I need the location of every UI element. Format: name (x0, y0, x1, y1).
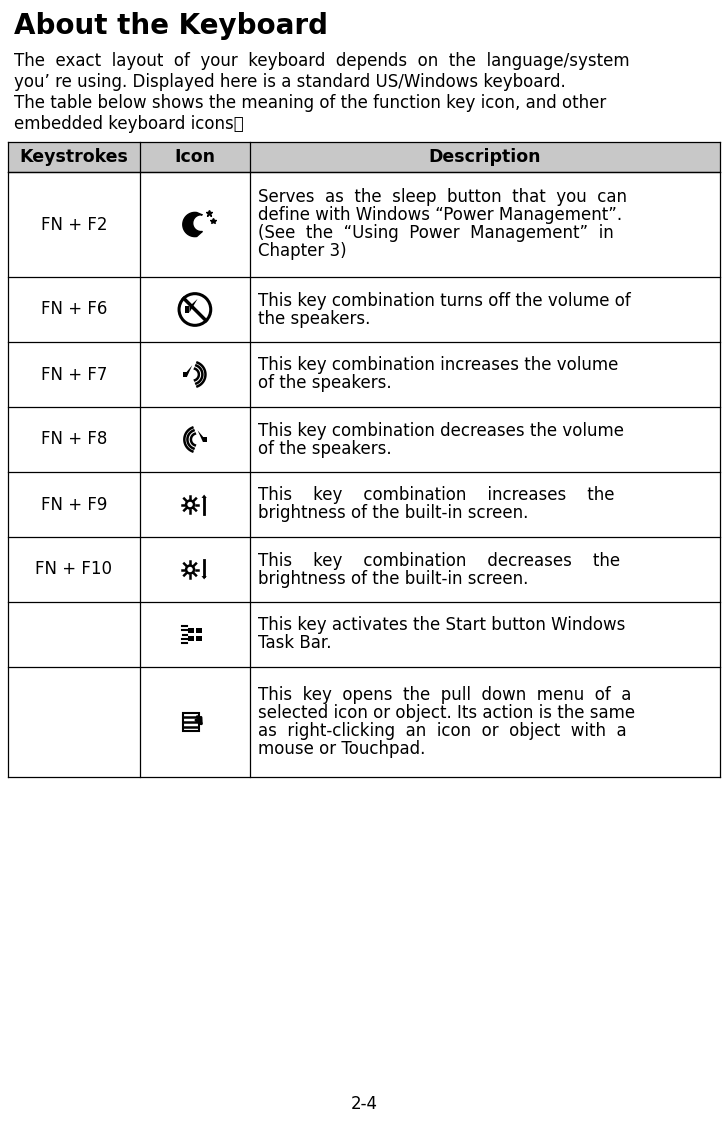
Text: FN + F6: FN + F6 (41, 301, 107, 319)
Bar (8, 667, 720, 777)
Text: This key activates the Start button Windows: This key activates the Start button Wind… (258, 617, 625, 635)
Text: This key combination increases the volume: This key combination increases the volum… (258, 356, 619, 374)
Bar (185, 306, 189, 313)
Text: FN + F7: FN + F7 (41, 365, 107, 383)
Text: Description: Description (429, 149, 542, 166)
Text: Icon: Icon (175, 149, 215, 166)
Text: FN + F9: FN + F9 (41, 496, 107, 514)
Text: define with Windows “Power Management”.: define with Windows “Power Management”. (258, 206, 622, 225)
Text: The  exact  layout  of  your  keyboard  depends  on  the  language/system: The exact layout of your keyboard depend… (14, 52, 630, 70)
Bar (8, 342, 720, 407)
Polygon shape (202, 494, 207, 498)
Text: This  key  opens  the  pull  down  menu  of  a: This key opens the pull down menu of a (258, 686, 631, 704)
Polygon shape (187, 365, 192, 378)
Bar (189, 636, 194, 641)
Text: FN + F2: FN + F2 (41, 215, 107, 234)
Polygon shape (189, 299, 197, 313)
Text: Serves  as  the  sleep  button  that  you  can: Serves as the sleep button that you can (258, 188, 627, 206)
Text: selected icon or object. Its action is the same: selected icon or object. Its action is t… (258, 704, 636, 722)
Polygon shape (202, 576, 207, 579)
Bar (8, 538, 720, 602)
Bar (189, 628, 194, 633)
Text: brightness of the built-in screen.: brightness of the built-in screen. (258, 569, 529, 587)
Bar (8, 172, 720, 277)
Text: This    key    combination    decreases    the: This key combination decreases the (258, 551, 620, 569)
Text: mouse or Touchpad.: mouse or Touchpad. (258, 741, 425, 758)
Text: FN + F8: FN + F8 (41, 431, 107, 449)
Bar (196, 636, 202, 641)
Text: of the speakers.: of the speakers. (258, 374, 392, 392)
Text: you’ re using. Displayed here is a standard US/Windows keyboard.: you’ re using. Displayed here is a stand… (14, 73, 566, 91)
Text: Task Bar.: Task Bar. (258, 635, 331, 652)
Bar (8, 142, 720, 172)
Bar (8, 602, 720, 667)
Text: This key combination decreases the volume: This key combination decreases the volum… (258, 422, 624, 440)
Text: Chapter 3): Chapter 3) (258, 243, 347, 261)
Bar (196, 628, 202, 633)
Text: 2-4: 2-4 (350, 1095, 378, 1112)
Text: of the speakers.: of the speakers. (258, 440, 392, 457)
Bar (8, 277, 720, 342)
Text: Keystrokes: Keystrokes (20, 149, 128, 166)
Text: This key combination turns off the volume of: This key combination turns off the volum… (258, 291, 631, 310)
Bar (8, 472, 720, 538)
Polygon shape (197, 430, 203, 442)
Bar (8, 407, 720, 472)
Polygon shape (183, 212, 202, 237)
Text: as  right-clicking  an  icon  or  object  with  a: as right-clicking an icon or object with… (258, 722, 627, 741)
Bar (183, 713, 199, 731)
Text: This    key    combination    increases    the: This key combination increases the (258, 486, 614, 505)
Text: The table below shows the meaning of the function key icon, and other: The table below shows the meaning of the… (14, 94, 606, 112)
Text: the speakers.: the speakers. (258, 310, 371, 328)
Text: FN + F10: FN + F10 (36, 560, 112, 578)
Text: brightness of the built-in screen.: brightness of the built-in screen. (258, 505, 529, 523)
Bar (203, 437, 207, 442)
Bar (183, 372, 187, 378)
Text: (See  the  “Using  Power  Management”  in: (See the “Using Power Management” in (258, 225, 614, 243)
Text: embedded keyboard icons：: embedded keyboard icons： (14, 115, 244, 133)
Text: About the Keyboard: About the Keyboard (14, 12, 328, 40)
